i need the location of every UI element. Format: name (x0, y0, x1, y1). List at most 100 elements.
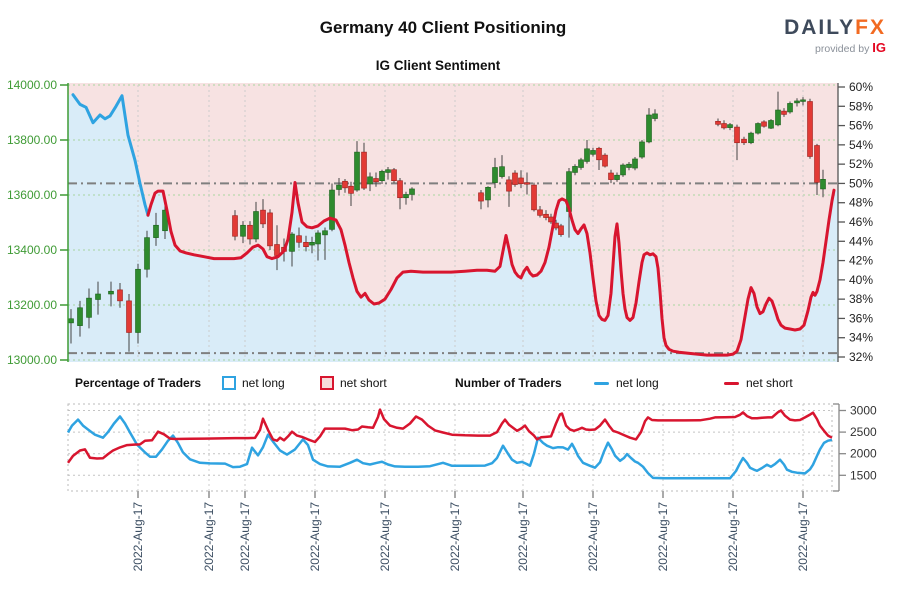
date-tick-label: 2022-Aug-17 (308, 502, 322, 572)
date-tick-label: 2022-Aug-17 (131, 502, 145, 572)
candle (240, 221, 246, 244)
candle (354, 141, 360, 192)
candle-body-down (397, 180, 403, 199)
date-tick-label: 2022-Aug-17 (448, 502, 462, 572)
date-tick-label: 2022-Aug-17 (378, 502, 392, 572)
candle-body-up (144, 237, 150, 270)
price-tick-label: 13200.00 (7, 298, 57, 312)
candle (348, 181, 354, 206)
candle-body-down (558, 225, 564, 235)
legend-number-caption: Number of Traders (455, 376, 562, 390)
candle-body-up (626, 163, 632, 168)
pct-tick-label: 38% (849, 292, 873, 306)
pct-tick-label: 40% (849, 273, 873, 287)
pct-tick-label: 36% (849, 311, 873, 325)
candle (478, 190, 484, 210)
candle-body-down (518, 177, 524, 185)
candle-body-down (543, 213, 549, 218)
candle-body-down (296, 235, 302, 243)
legend-count-net-long: net long (594, 375, 659, 391)
candle (95, 281, 101, 315)
candle-body-up (652, 113, 658, 119)
date-tick-label: 2022-Aug-17 (516, 502, 530, 572)
candle (303, 235, 309, 252)
net-long-count-line (66, 415, 833, 480)
candle (584, 140, 590, 164)
candle (596, 146, 602, 170)
pct-tick-label: 42% (849, 254, 873, 268)
candle (409, 187, 415, 201)
net-long-pct-line (71, 93, 150, 217)
candle (518, 170, 524, 189)
date-tick-label: 2022-Aug-17 (238, 502, 252, 572)
chart-subtitle: IG Client Sentiment (375, 58, 501, 73)
candle (578, 157, 584, 170)
candle-body-up (768, 120, 774, 129)
traders-panel-border (67, 403, 833, 492)
candle-body-up (77, 307, 83, 326)
candle-body-up (253, 211, 259, 240)
price-tick-label: 13600.00 (7, 188, 57, 202)
candle-body-up (572, 166, 578, 173)
candle (391, 168, 397, 183)
net-short-area (68, 83, 838, 356)
logo-fx-text: FX (855, 16, 886, 39)
dailyfx-logo: DAILYFX provided by IG (784, 16, 886, 56)
candle (721, 120, 727, 130)
candle-body-up (800, 99, 806, 102)
pct-tick-label: 48% (849, 196, 873, 210)
candle-body-up (68, 318, 74, 324)
candle-body-down (348, 185, 354, 194)
candle (727, 122, 733, 131)
candle-body-down (391, 169, 397, 181)
candle (572, 164, 578, 176)
candle (807, 98, 813, 159)
candle-body-up (787, 103, 793, 113)
candle-body-up (86, 297, 92, 318)
candle-body-down (117, 289, 123, 302)
legend-pct-net-short: net short (320, 375, 387, 391)
gridlines (67, 84, 838, 492)
candle (715, 118, 721, 127)
candle-body-up (95, 293, 101, 300)
candle-body-up (336, 184, 342, 190)
legend-pct-net-long: net long (222, 375, 285, 391)
candle (403, 191, 409, 205)
candle (781, 108, 787, 117)
candles-layer (68, 91, 826, 352)
candle-body-down (537, 209, 543, 216)
candle-body-down (478, 192, 484, 202)
candle-body-down (260, 209, 266, 225)
count-tick-label: 2500 (850, 425, 877, 439)
candle (590, 147, 596, 157)
candle-body-down (303, 242, 309, 248)
candle-body-up (614, 174, 620, 180)
candle (748, 131, 754, 145)
candle (800, 97, 806, 106)
candle-body-up (354, 151, 360, 191)
candle-body-up (578, 159, 584, 168)
net-short-pct-line (146, 181, 836, 357)
count-tick-label: 3000 (850, 404, 877, 418)
axes: 14000.00 13800.00 13600.00 13400.00 13200.00… (7, 78, 877, 571)
candle-body-down (734, 126, 740, 144)
candle-body-up (403, 194, 409, 199)
candle (309, 236, 315, 254)
page-title: Germany 40 Client Positioning (319, 18, 567, 37)
candle-body-down (781, 110, 787, 115)
date-tick-label: 2022-Aug-17 (796, 502, 810, 572)
candle-body-down (814, 145, 820, 183)
candle (524, 172, 530, 195)
candle-body-down (373, 178, 379, 183)
candle-body-up (153, 224, 159, 238)
pct-tick-label: 56% (849, 119, 873, 133)
candle-body-up (135, 268, 141, 333)
candle-body-up (820, 179, 826, 190)
candle (775, 91, 781, 127)
candle (814, 143, 820, 195)
candle-body-down (531, 184, 537, 211)
candle (379, 169, 385, 184)
candle (322, 227, 328, 260)
